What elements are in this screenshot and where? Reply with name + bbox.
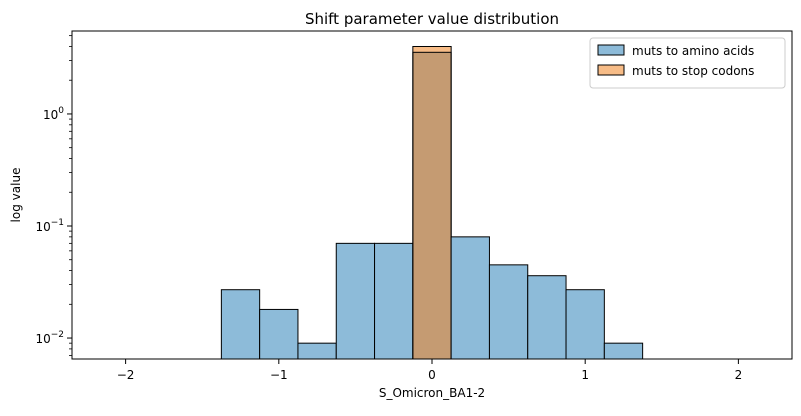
y-tick-label: 100 [43, 106, 64, 122]
bar-amino-acids [603, 342, 644, 360]
bar-amino-acids [259, 308, 299, 360]
y-axis-label: log value [9, 168, 23, 223]
bar-overlap [412, 52, 452, 359]
y-tick-label: 10−2 [35, 330, 64, 346]
x-tick-label: 0 [428, 368, 436, 382]
y-axis: 10−2 10−1 100 [35, 35, 72, 356]
legend-label: muts to amino acids [632, 44, 754, 58]
x-tick-label: −1 [270, 368, 288, 382]
bar-amino-acids [374, 242, 414, 360]
x-tick-label: −2 [117, 368, 135, 382]
bar-amino-acids [488, 264, 529, 360]
bar-amino-acids [565, 289, 605, 360]
x-tick-label: 1 [581, 368, 589, 382]
legend-box [589, 37, 786, 89]
bar-amino-acids [297, 342, 337, 360]
x-tick-label: 2 [735, 368, 743, 382]
x-axis: −2 −1 0 1 2 [117, 359, 742, 382]
bar-amino-acids [450, 236, 490, 360]
x-axis-label: S_Omicron_BA1-2 [379, 386, 485, 400]
bar-overlap-top [412, 46, 452, 53]
legend-swatch [597, 44, 625, 56]
legend-label: muts to stop codons [632, 64, 754, 78]
chart-title: Shift parameter value distribution [305, 10, 559, 28]
y-tick-label: 10−1 [35, 218, 64, 234]
bar-amino-acids [335, 242, 376, 360]
bars-layer [220, 45, 644, 360]
plot-frame [71, 30, 793, 360]
bar-amino-acids [220, 289, 261, 360]
legend: muts to amino acids muts to stop codons [589, 37, 786, 89]
bar-amino-acids [527, 275, 567, 360]
legend-swatch [597, 64, 625, 76]
